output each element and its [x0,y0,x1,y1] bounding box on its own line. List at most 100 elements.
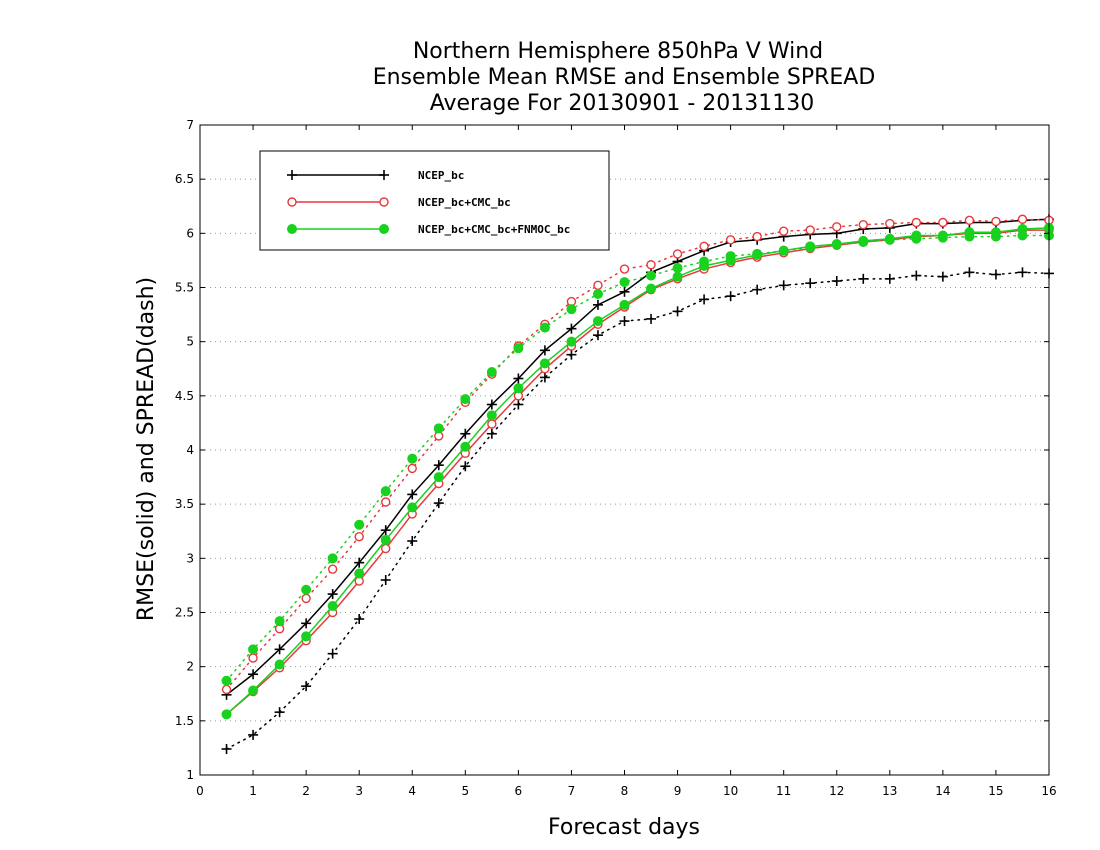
spread-point [381,497,391,507]
rmse-point [380,534,391,545]
spread-point [248,644,259,655]
spread-point [274,616,285,627]
spread-point [407,463,417,474]
rmse-point [486,399,497,410]
spread-point [964,215,975,226]
spread-point [885,218,895,229]
spread-point [354,614,365,624]
spread-point [513,343,524,354]
spread-point [327,553,338,564]
spread-point [646,260,656,270]
spread-line [225,271,1050,750]
legend-marker [287,197,297,207]
y-tick-label: 3 [186,551,194,565]
rmse-point [566,323,577,334]
rmse-point [513,373,524,384]
spread-point [354,519,365,530]
spread-point [380,486,391,497]
grid [200,178,1049,722]
rmse-point [805,241,816,252]
spread-point [752,231,762,242]
spread-point [619,264,630,274]
rmse-line [226,227,1050,715]
spread-point [486,367,497,377]
spread-point [646,313,657,324]
legend-entry: NCEP_bc+CMC_bc [287,196,511,209]
spread-point [646,270,657,281]
spread-point [911,217,922,228]
spread-point [433,423,444,434]
spread-point [592,330,603,341]
y-tick-label: 2 [186,660,194,674]
y-tick-label: 3.5 [175,497,194,511]
rmse-point [937,230,948,241]
spread-point [778,226,789,236]
y-tick-label: 5.5 [175,281,194,295]
rmse-point [433,460,444,471]
rmse-point [592,316,603,327]
x-tick-label: 15 [988,784,1003,798]
rmse-point [964,227,975,238]
spread-point [672,306,683,317]
y-tick-label: 4 [186,443,194,457]
legend-marker [379,197,389,207]
y-axis-label: RMSE(solid) and SPREAD(dash) [134,277,159,621]
x-tick-label: 0 [196,784,204,798]
rmse-point [831,239,842,250]
rmse-point [327,589,338,600]
spread-point [619,277,630,288]
x-tick-label: 14 [935,784,950,798]
y-tick-label: 1 [186,768,194,782]
legend-marker [379,224,389,234]
spread-point [380,575,391,585]
spread-point [433,498,444,509]
y-tick-label: 4.5 [175,389,194,403]
spread-point [592,289,603,299]
x-axis-label: Forecast days [548,815,700,840]
rmse-point [354,568,365,579]
legend-label: NCEP_bc+CMC_bc+FNMOC_bc [418,223,570,236]
spread-point [831,276,842,286]
rmse-point [460,441,471,452]
spread-point [248,653,258,663]
rmse-point [592,299,603,310]
spread-point [274,707,285,718]
spread-point [593,280,603,291]
legend-label: NCEP_bc+CMC_bc [418,196,511,209]
x-tick-label: 13 [882,784,897,798]
spread-point [1017,267,1028,278]
legend-entry: NCEP_bc+CMC_bc+FNMOC_bc [287,223,570,236]
rmse-point [433,472,444,483]
x-tick-label: 11 [776,784,791,798]
x-tick-label: 7 [568,784,576,798]
spread-point [327,564,338,574]
y-tick-label: 1.5 [175,714,194,728]
axis-ticks: 11.522.533.544.555.566.570 1 2 3 4 5 6 7 8 9 10 11 1… [175,118,1057,798]
legend-marker [287,170,297,180]
title-line-3: Average For 20130901 - 20131130 [430,91,815,116]
rmse-point [460,428,471,439]
spread-point [566,304,577,315]
spread-point [725,235,736,245]
spread-point [699,294,710,305]
rmse-line [226,229,1049,715]
x-tick-label: 10 [723,784,738,798]
spread-point [301,681,312,692]
spread-point [805,278,816,289]
x-tick-label: 12 [829,784,844,798]
rmse-point [911,230,922,241]
y-tick-label: 5 [186,335,194,349]
x-tick-label: 16 [1041,784,1056,798]
rmse-point [274,659,285,670]
spread-point [991,216,1001,227]
rmse-point [699,260,710,271]
spread-point [672,263,683,273]
spread-point [911,270,922,281]
spread-point [221,684,232,695]
y-tick-label: 6.5 [175,172,194,186]
spread-point [221,744,232,754]
series-2 [221,222,1054,720]
rmse-point [778,245,789,256]
rmse-point [566,336,577,347]
spread-point [486,428,497,439]
